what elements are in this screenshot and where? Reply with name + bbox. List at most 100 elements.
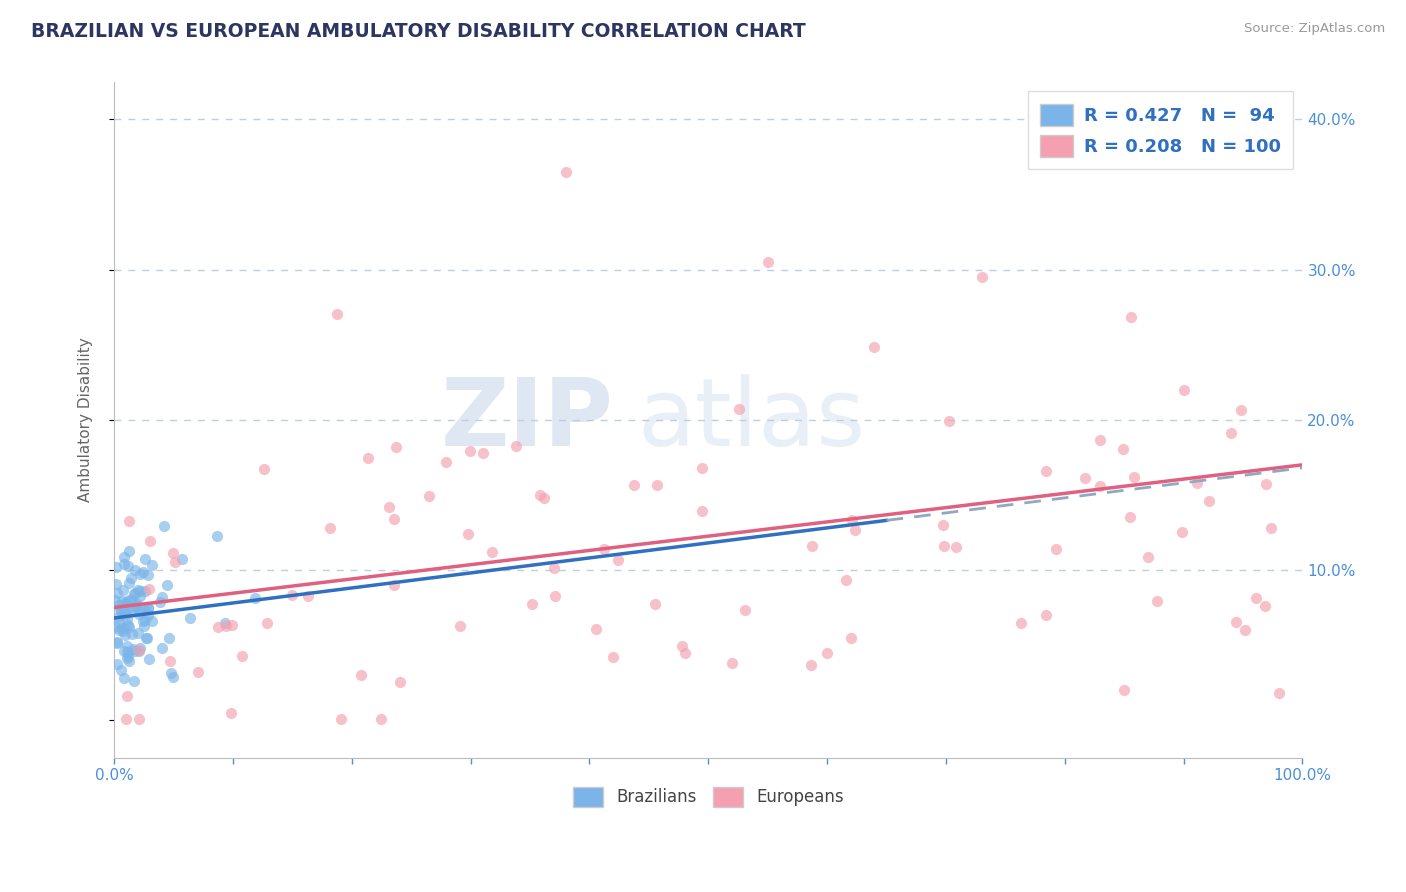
Point — [128, 607, 150, 621]
Point — [529, 488, 551, 502]
Point — [543, 560, 565, 574]
Point — [1090, 434, 1112, 448]
Point — [319, 521, 342, 535]
Point — [115, 639, 138, 653]
Point — [135, 632, 157, 646]
Point — [117, 649, 139, 664]
Point — [1198, 494, 1220, 508]
Point — [734, 603, 756, 617]
Point — [533, 491, 555, 506]
Point — [187, 665, 209, 679]
Point — [128, 604, 150, 618]
Point — [136, 567, 159, 582]
Point — [111, 593, 134, 607]
Point — [1074, 471, 1097, 485]
Point — [110, 663, 132, 677]
Point — [124, 644, 146, 658]
Point — [418, 489, 440, 503]
Point — [243, 591, 266, 605]
Point — [1035, 464, 1057, 478]
Point — [118, 575, 141, 590]
Point — [136, 631, 159, 645]
Point — [152, 519, 174, 533]
Point — [117, 612, 139, 626]
Point — [932, 539, 955, 553]
Point — [121, 599, 143, 614]
Text: atlas: atlas — [637, 374, 865, 466]
Point — [118, 514, 141, 528]
Point — [458, 443, 481, 458]
Point — [115, 595, 138, 609]
Point — [1010, 615, 1032, 630]
Point — [1088, 479, 1111, 493]
Point — [114, 607, 136, 621]
Point — [121, 604, 143, 618]
Point — [1187, 476, 1209, 491]
Point — [1146, 594, 1168, 608]
Point — [281, 588, 304, 602]
Point — [645, 478, 668, 492]
Point — [134, 583, 156, 598]
Point — [385, 440, 408, 454]
Point — [1244, 591, 1267, 606]
Point — [107, 609, 129, 624]
Point — [108, 602, 131, 616]
Point — [110, 621, 132, 635]
Point — [839, 631, 862, 645]
Point — [357, 451, 380, 466]
Point — [120, 571, 142, 585]
Text: ZIP: ZIP — [440, 374, 613, 466]
Point — [129, 566, 152, 581]
Point — [1112, 442, 1135, 456]
Point — [112, 644, 135, 658]
Point — [124, 598, 146, 612]
Point — [602, 650, 624, 665]
Text: BRAZILIAN VS EUROPEAN AMBULATORY DISABILITY CORRELATION CHART: BRAZILIAN VS EUROPEAN AMBULATORY DISABIL… — [31, 22, 806, 41]
Point — [841, 513, 863, 527]
Point — [330, 712, 353, 726]
Point — [125, 599, 148, 613]
Point — [1254, 599, 1277, 613]
Point — [801, 539, 824, 553]
Point — [1225, 615, 1247, 629]
Point — [159, 654, 181, 668]
Point — [1035, 608, 1057, 623]
Y-axis label: Ambulatory Disability: Ambulatory Disability — [79, 337, 93, 502]
Point — [522, 597, 544, 611]
Point — [117, 544, 139, 558]
Point — [122, 673, 145, 688]
Point — [127, 597, 149, 611]
Point — [1114, 683, 1136, 698]
Point — [136, 601, 159, 615]
Point — [159, 665, 181, 680]
Point — [690, 461, 713, 475]
Point — [457, 527, 479, 541]
Point — [1123, 470, 1146, 484]
Point — [800, 658, 823, 673]
Point — [207, 529, 229, 543]
Point — [179, 610, 201, 624]
Point — [128, 643, 150, 657]
Point — [120, 593, 142, 607]
Point — [105, 635, 128, 649]
Point — [389, 675, 412, 690]
Point — [129, 584, 152, 599]
Point — [134, 601, 156, 615]
Point — [207, 620, 229, 634]
Point — [1254, 476, 1277, 491]
Text: Source: ZipAtlas.com: Source: ZipAtlas.com — [1244, 22, 1385, 36]
Point — [129, 641, 152, 656]
Legend: Brazilians, Europeans: Brazilians, Europeans — [567, 780, 851, 814]
Point — [105, 559, 128, 574]
Point — [108, 623, 131, 637]
Point — [163, 555, 186, 569]
Point — [112, 557, 135, 571]
Point — [644, 597, 666, 611]
Point — [378, 500, 401, 514]
Point — [815, 646, 838, 660]
Point — [122, 587, 145, 601]
Point — [253, 462, 276, 476]
Point — [114, 628, 136, 642]
Point — [1260, 521, 1282, 535]
Point — [112, 550, 135, 565]
